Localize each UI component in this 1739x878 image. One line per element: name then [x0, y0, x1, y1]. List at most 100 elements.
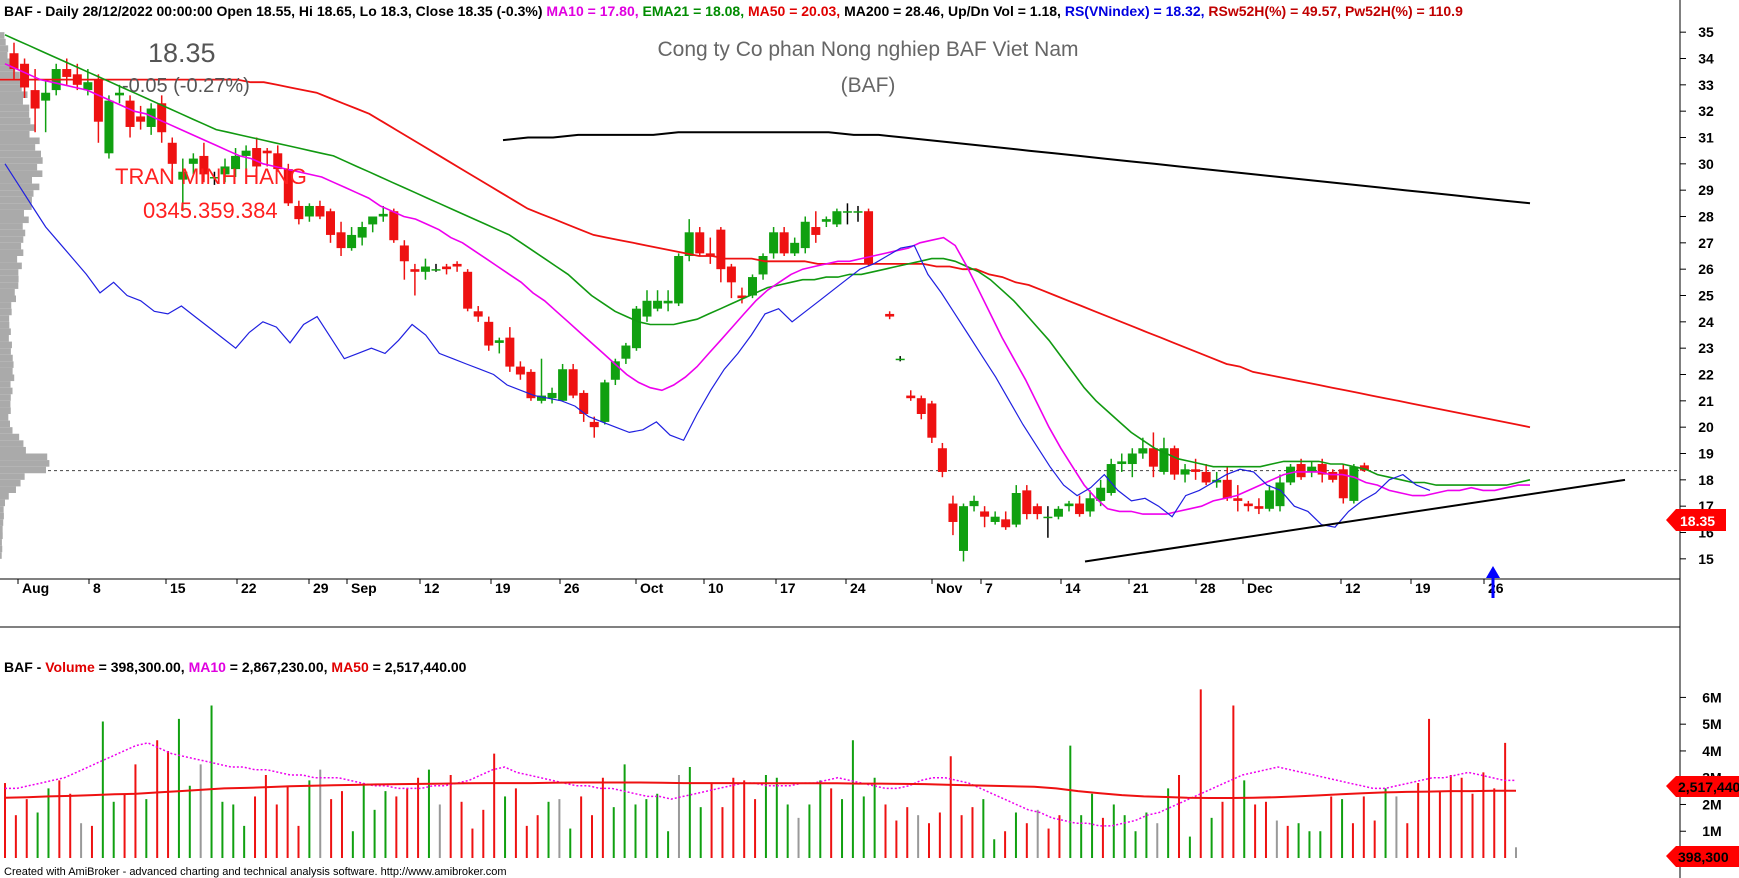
- candle-body: [1338, 469, 1348, 499]
- x-tick-label: 26: [564, 580, 580, 596]
- up-arrow-icon: [1486, 566, 1500, 598]
- x-tick-label: 7: [985, 580, 993, 596]
- volume-profile-bar: [0, 137, 40, 145]
- candle-body: [304, 205, 314, 217]
- candle-body: [547, 392, 557, 399]
- candle-body: [1001, 519, 1011, 528]
- ma50-line: [0, 78, 1531, 429]
- candle-body: [653, 300, 663, 309]
- candle-body: [241, 150, 251, 156]
- volume-profile-bar: [0, 506, 4, 513]
- header-segment: BAF -: [4, 659, 45, 675]
- candle-body: [431, 269, 441, 271]
- x-tick-label: 8: [93, 580, 101, 596]
- candle-body: [188, 158, 198, 164]
- candle-body: [959, 506, 968, 551]
- candle-body: [1222, 479, 1232, 499]
- candle-body: [368, 216, 378, 225]
- volume-profile-bar: [0, 288, 15, 296]
- candle-body: [93, 79, 103, 122]
- volume-last-badge: 398,300: [1666, 846, 1739, 867]
- candle-body: [853, 211, 863, 213]
- volume-profile-bar: [0, 315, 10, 322]
- volume-profile-bar: [0, 229, 26, 237]
- candle-body: [990, 516, 1000, 522]
- volume-profile-bar: [0, 532, 3, 540]
- candle-body: [526, 371, 536, 399]
- x-tick-label: 10: [708, 580, 724, 596]
- volume-profile-bar: [0, 525, 3, 533]
- candle-body: [621, 345, 631, 359]
- header-segment: = 398,300.00,: [95, 659, 189, 675]
- candle-body: [399, 245, 409, 262]
- candle-body: [326, 211, 335, 235]
- y-tick-label: 29: [1698, 182, 1714, 198]
- volume-profile-bar: [0, 519, 4, 526]
- y-tick-label: 34: [1698, 51, 1714, 67]
- candle-body: [1064, 503, 1074, 507]
- volume-profile-bar: [0, 545, 3, 553]
- candle-body: [769, 232, 779, 254]
- y-tick-label: 24: [1698, 314, 1714, 330]
- header-segment: RS(VNindex) = 18.32,: [1065, 3, 1209, 19]
- volume-series: [4, 689, 1517, 858]
- volume-profile-bar: [0, 84, 22, 92]
- price-header: BAF - Daily 28/12/2022 00:00:00 Open 18.…: [4, 3, 1463, 19]
- candle-body: [758, 256, 768, 275]
- y-tick-label: 28: [1698, 209, 1714, 225]
- volume-profile-bar: [0, 190, 34, 197]
- svg-text:2,517,440: 2,517,440: [1678, 779, 1739, 795]
- candle-body: [1106, 464, 1116, 493]
- candle-body: [136, 116, 146, 122]
- header-segment: Volume: [45, 659, 95, 675]
- company-name: Cong ty Co phan Nong nghiep BAF Viet Nam: [657, 38, 1078, 61]
- candle-body: [1138, 448, 1148, 454]
- candle-body: [410, 269, 420, 272]
- volume-profile-bar: [0, 552, 2, 559]
- volume-profile-bar: [0, 414, 9, 421]
- volume-profile-bar: [0, 249, 24, 256]
- x-tick-label: Nov: [936, 580, 963, 596]
- candle-body: [146, 108, 156, 127]
- candle-body: [568, 369, 578, 396]
- volume-ma50-line: [4, 781, 1516, 799]
- volume-profile-bar: [0, 269, 19, 276]
- candle-body: [1243, 503, 1253, 507]
- candle-body: [1359, 465, 1369, 471]
- candle-body: [1075, 503, 1085, 515]
- x-tick-label: Dec: [1247, 580, 1273, 596]
- candle-body: [1296, 464, 1306, 478]
- x-tick-label: 12: [1345, 580, 1361, 596]
- header-segment: RSw52H(%) = 49.57,: [1208, 3, 1345, 19]
- volume-profile-bar: [0, 223, 23, 230]
- candle-body: [283, 169, 293, 204]
- last-price-label: 18.35: [148, 38, 216, 68]
- candle-body: [473, 311, 483, 317]
- candle-body: [1127, 453, 1137, 465]
- candle-body: [589, 421, 599, 428]
- header-segment: MA200 = 28.46,: [844, 3, 948, 19]
- candle-body: [378, 213, 388, 217]
- volume-profile-bar: [0, 295, 16, 303]
- volume-profile-bar: [0, 38, 6, 46]
- candle-body: [9, 53, 19, 70]
- volume-profile-bar: [0, 479, 21, 487]
- volume-profile-bar: [0, 446, 26, 454]
- candle-body: [199, 155, 209, 175]
- candle-body: [1011, 493, 1021, 525]
- volume-ma50-badge: 2,517,440: [1666, 776, 1739, 797]
- volume-profile-bar: [0, 98, 23, 105]
- volume-profile-bar: [0, 282, 19, 289]
- volume-tick-label: 6M: [1702, 689, 1721, 705]
- candle-body: [885, 313, 895, 317]
- candle-body: [1212, 479, 1222, 483]
- ma200-line: [502, 131, 1531, 205]
- volume-tick-label: 1M: [1702, 823, 1721, 839]
- candle-body: [695, 232, 705, 254]
- volume-profile-bar: [0, 32, 5, 39]
- volume-profile-bar: [0, 420, 10, 428]
- candle-body: [684, 232, 694, 256]
- header-segment: = 2,517,440.00: [369, 659, 467, 675]
- volume-profile-bar: [0, 256, 18, 263]
